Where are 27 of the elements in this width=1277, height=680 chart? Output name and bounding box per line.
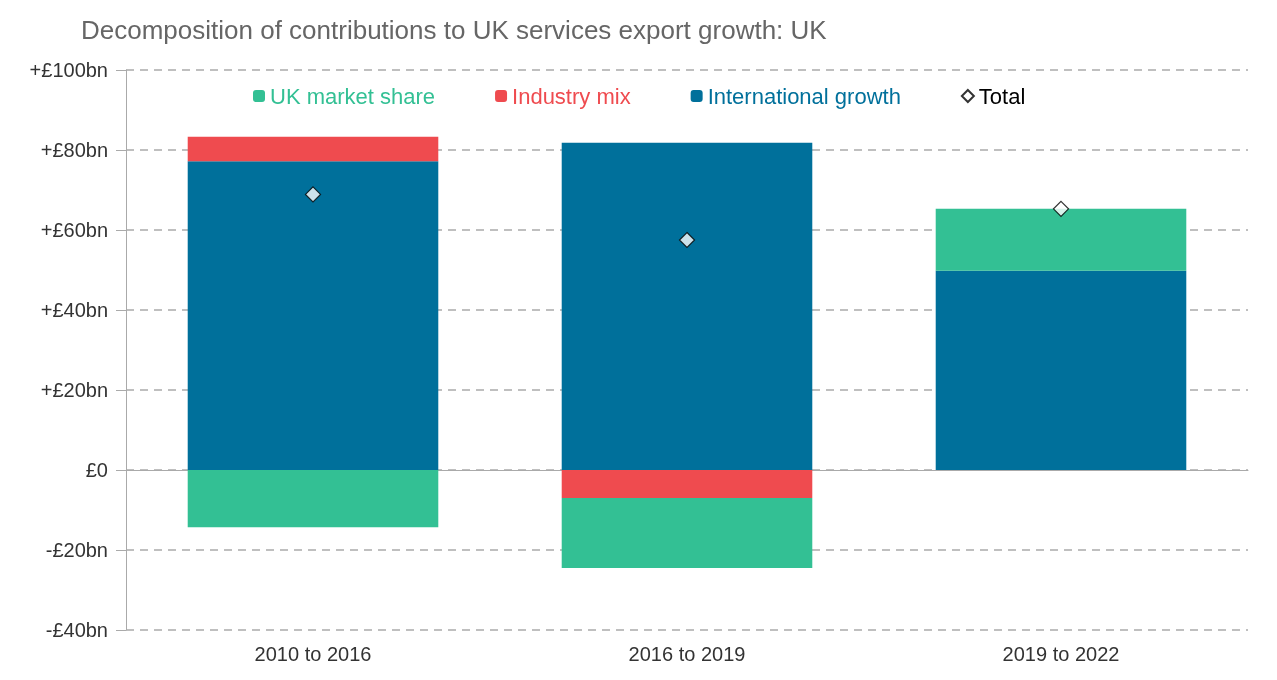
bar: [561, 142, 813, 470]
legend-label: Total: [978, 83, 1026, 109]
x-tick-label: 2010 to 2016: [254, 643, 372, 665]
bar: [561, 498, 813, 568]
y-tick-label: +£100bn: [29, 59, 108, 81]
y-tick-label: -£20bn: [45, 539, 108, 561]
x-tick-label: 2019 to 2022: [1002, 643, 1120, 665]
bar: [187, 136, 439, 162]
chart-title: Decomposition of contributions to UK services export growth: UK: [81, 15, 828, 45]
y-tick-label: +£20bn: [40, 379, 108, 401]
bar: [935, 270, 1187, 470]
bar: [935, 208, 1187, 271]
point: [304, 186, 322, 203]
y-tick-label: -£40bn: [45, 619, 108, 641]
y-tick-label: +£60bn: [40, 219, 108, 241]
point: [1052, 200, 1070, 217]
y-tick-label: +£40bn: [40, 299, 108, 321]
y-tick-label: £0: [85, 459, 108, 481]
x-tick-label: 2016 to 2019: [628, 643, 746, 665]
bar: [187, 161, 439, 470]
bar: [561, 470, 813, 498]
point: [678, 231, 696, 249]
legend-label: UK market share: [270, 83, 436, 109]
legend-label: Industry mix: [512, 83, 631, 109]
y-tick-label: +£80bn: [40, 139, 108, 161]
legend-label: International growth: [707, 83, 901, 109]
bar: [187, 470, 439, 528]
